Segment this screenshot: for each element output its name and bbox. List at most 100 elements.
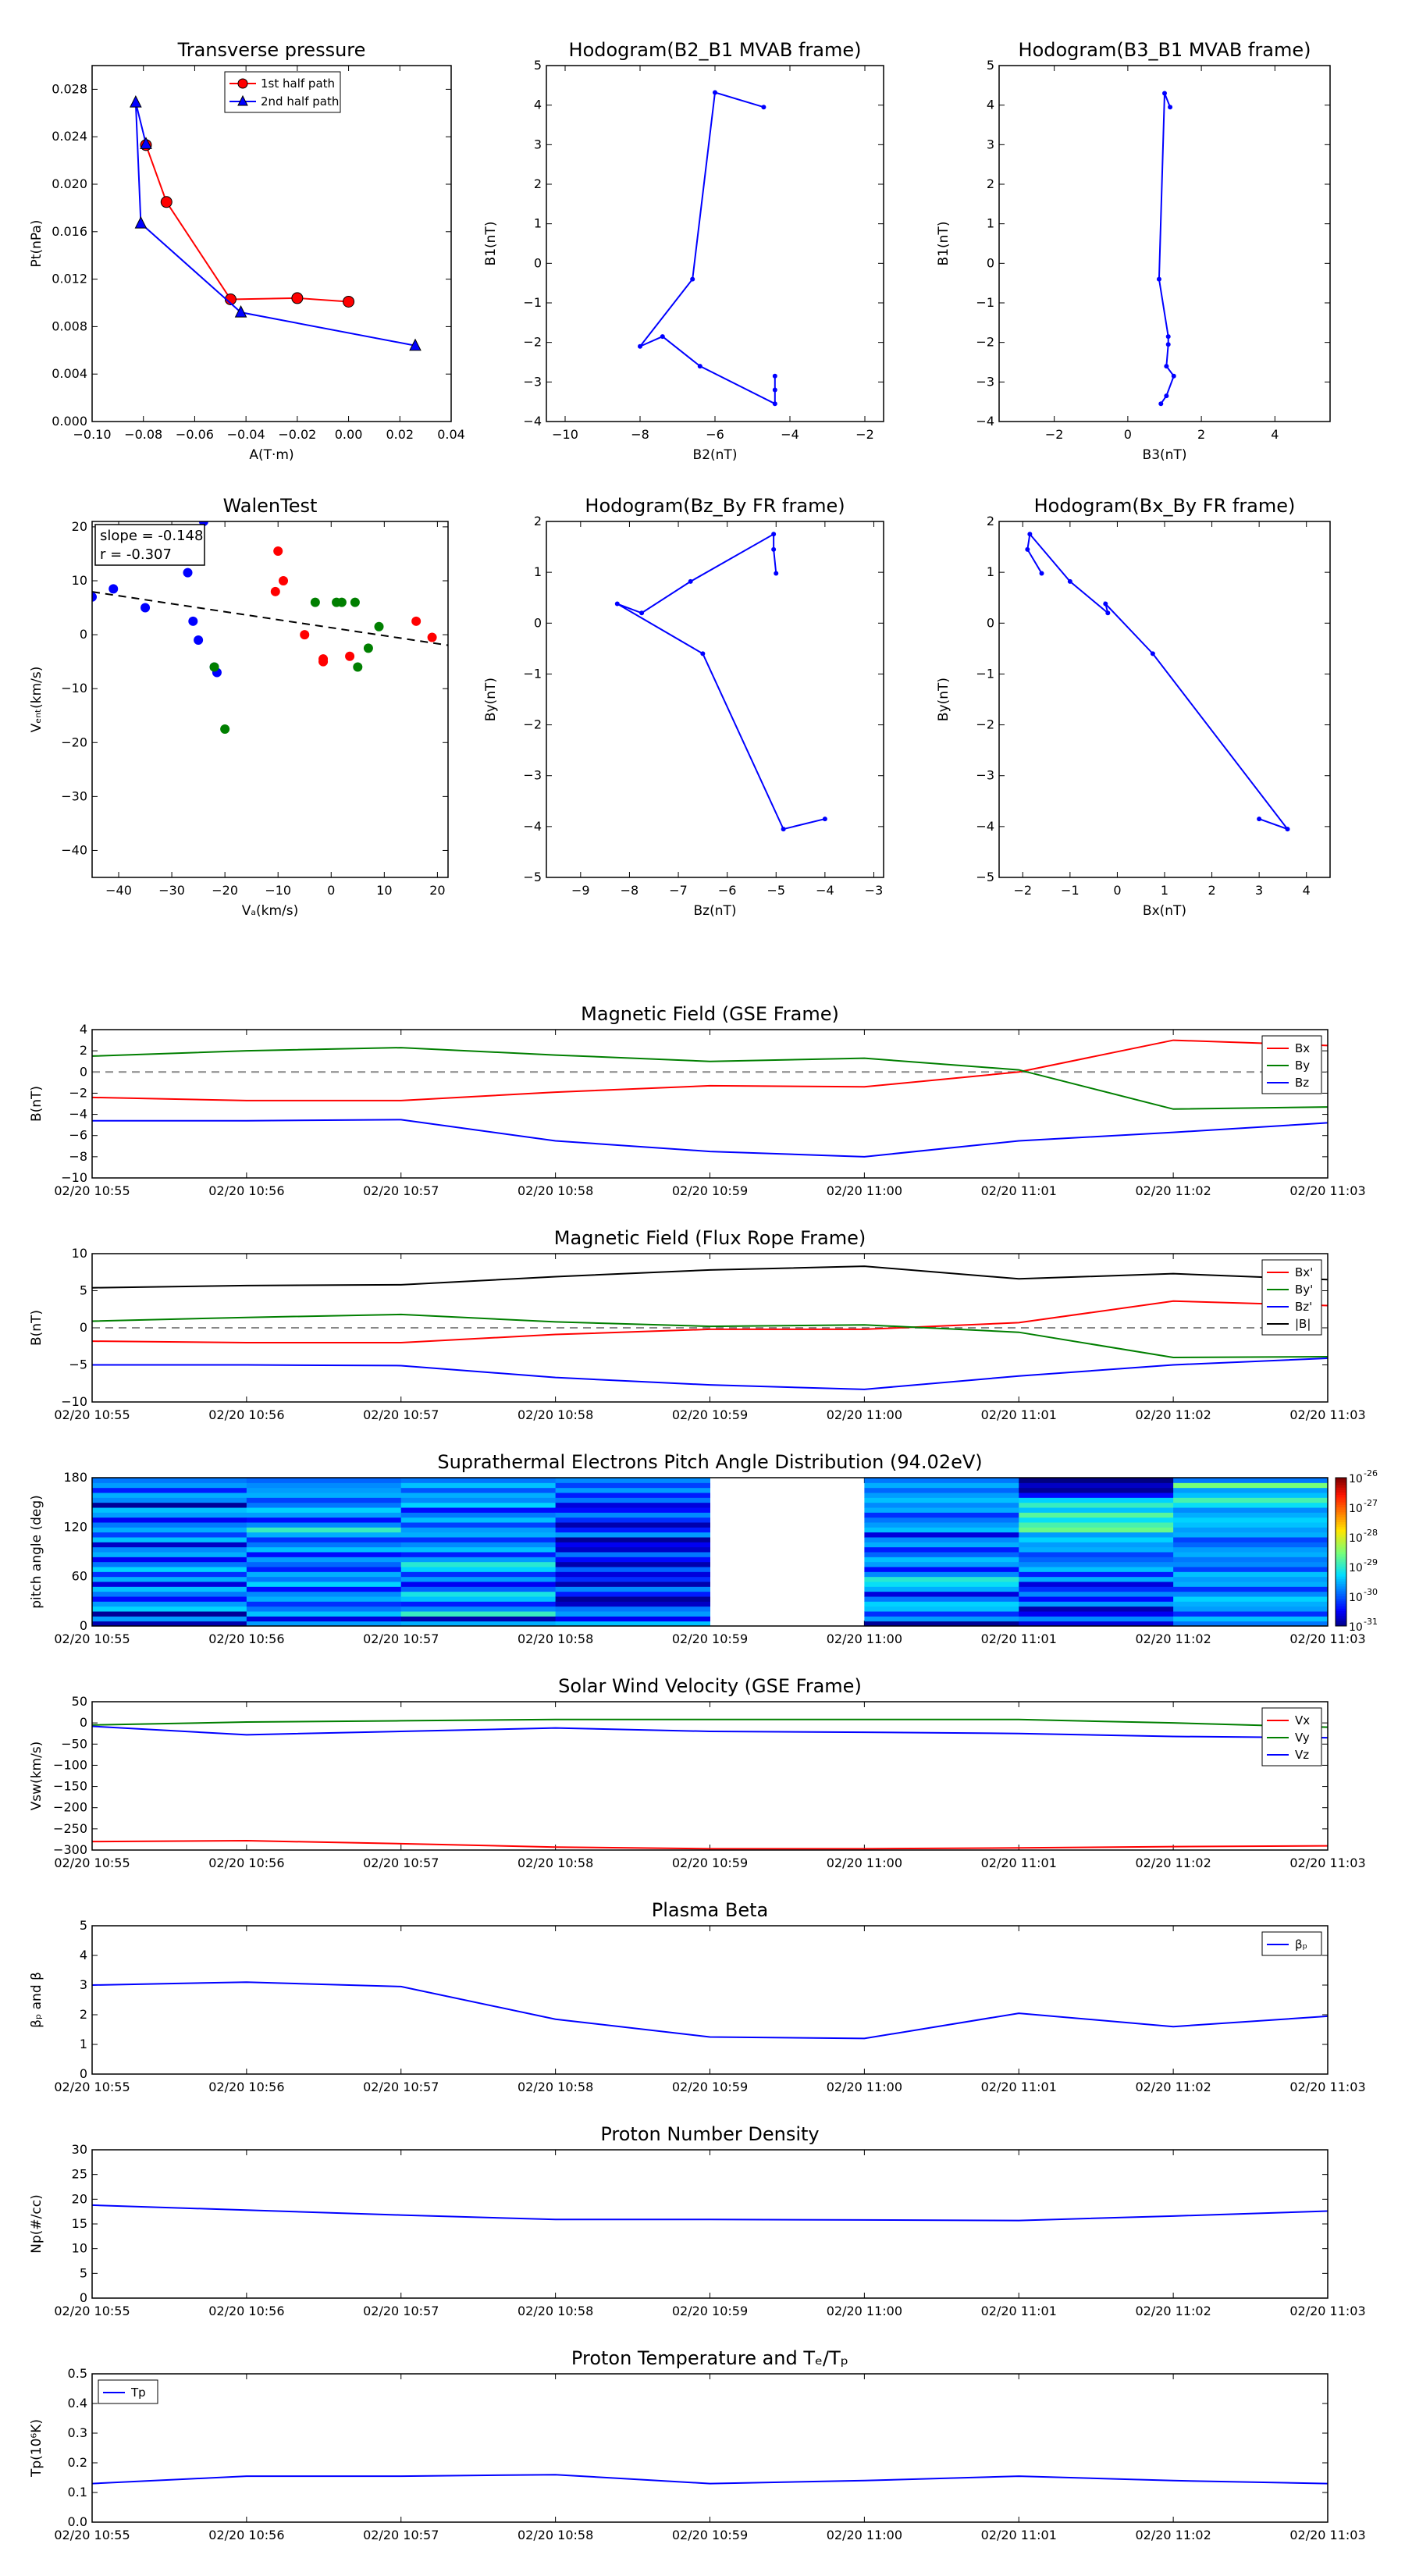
legend-label: 1st half path (261, 76, 335, 91)
y-tick-label: 5 (80, 1283, 87, 1298)
y-axis-label: Tp(10⁶K) (29, 2419, 44, 2478)
x-tick-label: −4 (816, 883, 834, 898)
x-tick-label: 02/20 11:00 (827, 1183, 902, 1198)
y-tick-label: 0.1 (68, 2485, 87, 2500)
x-tick-label: −8 (621, 883, 639, 898)
heatmap-cell (864, 1557, 1019, 1563)
heatmap-cell (246, 1621, 402, 1626)
y-tick-label: −2 (523, 335, 542, 350)
heatmap-cell (864, 1522, 1019, 1528)
heatmap-cell (400, 1552, 557, 1557)
y-tick-label: 1 (987, 216, 994, 231)
plot-area (92, 1478, 1328, 1626)
x-axis-label: Bz(nT) (693, 903, 736, 919)
colorbar-segment (1336, 1578, 1346, 1582)
heatmap-cell (1019, 1601, 1174, 1607)
chart-title: Solar Wind Velocity (GSE Frame) (558, 1675, 862, 1697)
x-tick-label: −6 (718, 883, 737, 898)
heatmap-cell (246, 1542, 402, 1548)
x-tick-label: 02/20 11:01 (981, 1407, 1057, 1422)
heatmap-cell (1019, 1507, 1174, 1513)
y-tick-label: −100 (53, 1757, 87, 1772)
heatmap-cell (555, 1591, 710, 1597)
y-tick-label: −10 (61, 1394, 87, 1409)
x-tick-label: 0 (1124, 427, 1132, 442)
colorbar-exponent: -31 (1364, 1617, 1378, 1627)
x-tick-label: 02/20 11:00 (827, 1407, 902, 1422)
heatmap-cell (92, 1478, 247, 1483)
heatmap-cell (400, 1557, 557, 1563)
annotation-box (94, 524, 205, 566)
colorbar-segment (1336, 1487, 1346, 1491)
y-tick-label: 0 (80, 2066, 87, 2081)
heatmap-cell (246, 1552, 402, 1557)
x-tick-label: 3 (1255, 883, 1263, 898)
data-point (1164, 393, 1169, 399)
plot-area (614, 532, 827, 832)
y-tick-label: −200 (53, 1800, 87, 1815)
colorbar-segment (1336, 1586, 1346, 1589)
x-tick-label: 02/20 10:59 (672, 2080, 748, 2094)
x-tick-label: 02/20 10:58 (518, 2528, 593, 2542)
heatmap-cell (1019, 1576, 1174, 1582)
heatmap-cell (1173, 1517, 1328, 1523)
heatmap-cell (92, 1611, 247, 1617)
heatmap-cell (1173, 1478, 1328, 1483)
data-point (772, 387, 777, 393)
y-tick-label: 20 (72, 519, 87, 534)
data-point (1025, 546, 1030, 552)
heatmap-cell (864, 1507, 1019, 1513)
heatmap-cell (555, 1507, 710, 1513)
heatmap-cell (1173, 1621, 1328, 1626)
heatmap-cell (1019, 1586, 1174, 1592)
x-tick-label: 02/20 10:58 (518, 1183, 593, 1198)
x-tick-label: 02/20 11:02 (1135, 2304, 1211, 2318)
y-tick-label: 50 (72, 1694, 87, 1709)
data-point (1156, 276, 1161, 282)
colorbar-segment (1336, 1493, 1346, 1496)
colorbar-segment (1336, 1591, 1346, 1595)
heatmap-cell (555, 1561, 710, 1567)
colorbar-exponent: -29 (1364, 1557, 1378, 1567)
x-tick-label: 0 (1113, 883, 1121, 898)
axes-frame (91, 1029, 1329, 1179)
colorbar-segment (1336, 1567, 1346, 1570)
x-tick-label: 0.00 (335, 427, 363, 442)
heatmap-cell (92, 1616, 247, 1622)
heatmap-cell (400, 1502, 557, 1508)
heatmap-cell (400, 1611, 557, 1617)
x-tick-label: 02/20 11:00 (827, 1631, 902, 1646)
axes-frame (91, 1925, 1329, 2075)
chart-title: Hodogram(B3_B1 MVAB frame) (1019, 39, 1311, 61)
y-tick-label: 0 (80, 1715, 87, 1730)
colorbar-segment (1336, 1500, 1346, 1503)
x-tick-label: 02/20 11:01 (981, 1631, 1057, 1646)
series-line-hodogram (639, 91, 776, 405)
x-tick-label: 02/20 10:56 (208, 1407, 284, 1422)
x-tick-label: 02/20 11:00 (827, 2304, 902, 2318)
heatmap-cell (92, 1576, 247, 1582)
data-point (1168, 105, 1173, 110)
heatmap-cell (555, 1616, 710, 1622)
data-point (1165, 342, 1171, 347)
x-tick-label: 02/20 11:03 (1289, 1407, 1365, 1422)
y-axis-label: B1(nT) (936, 222, 951, 266)
heatmap-cell (92, 1552, 247, 1557)
heatmap-cell (246, 1561, 402, 1567)
colorbar-segment (1336, 1601, 1346, 1604)
data-point (774, 571, 779, 576)
colorbar-segment (1336, 1616, 1346, 1619)
colorbar-segment (1336, 1489, 1346, 1493)
y-tick-label: 0 (987, 255, 994, 270)
annotation-r: r = -0.307 (100, 546, 172, 563)
legend-label: Bz (1295, 1076, 1309, 1090)
y-tick-label: 1 (80, 2037, 87, 2051)
x-tick-label: 02/20 10:56 (208, 2080, 284, 2094)
series-line-hodogram (617, 532, 826, 831)
y-tick-label: 0.012 (52, 272, 87, 286)
heatmap-cell (1173, 1502, 1328, 1508)
heatmap-cell (555, 1552, 710, 1557)
heatmap-cell (246, 1482, 402, 1489)
heatmap-cell (555, 1546, 710, 1553)
heatmap-cell (555, 1512, 710, 1518)
